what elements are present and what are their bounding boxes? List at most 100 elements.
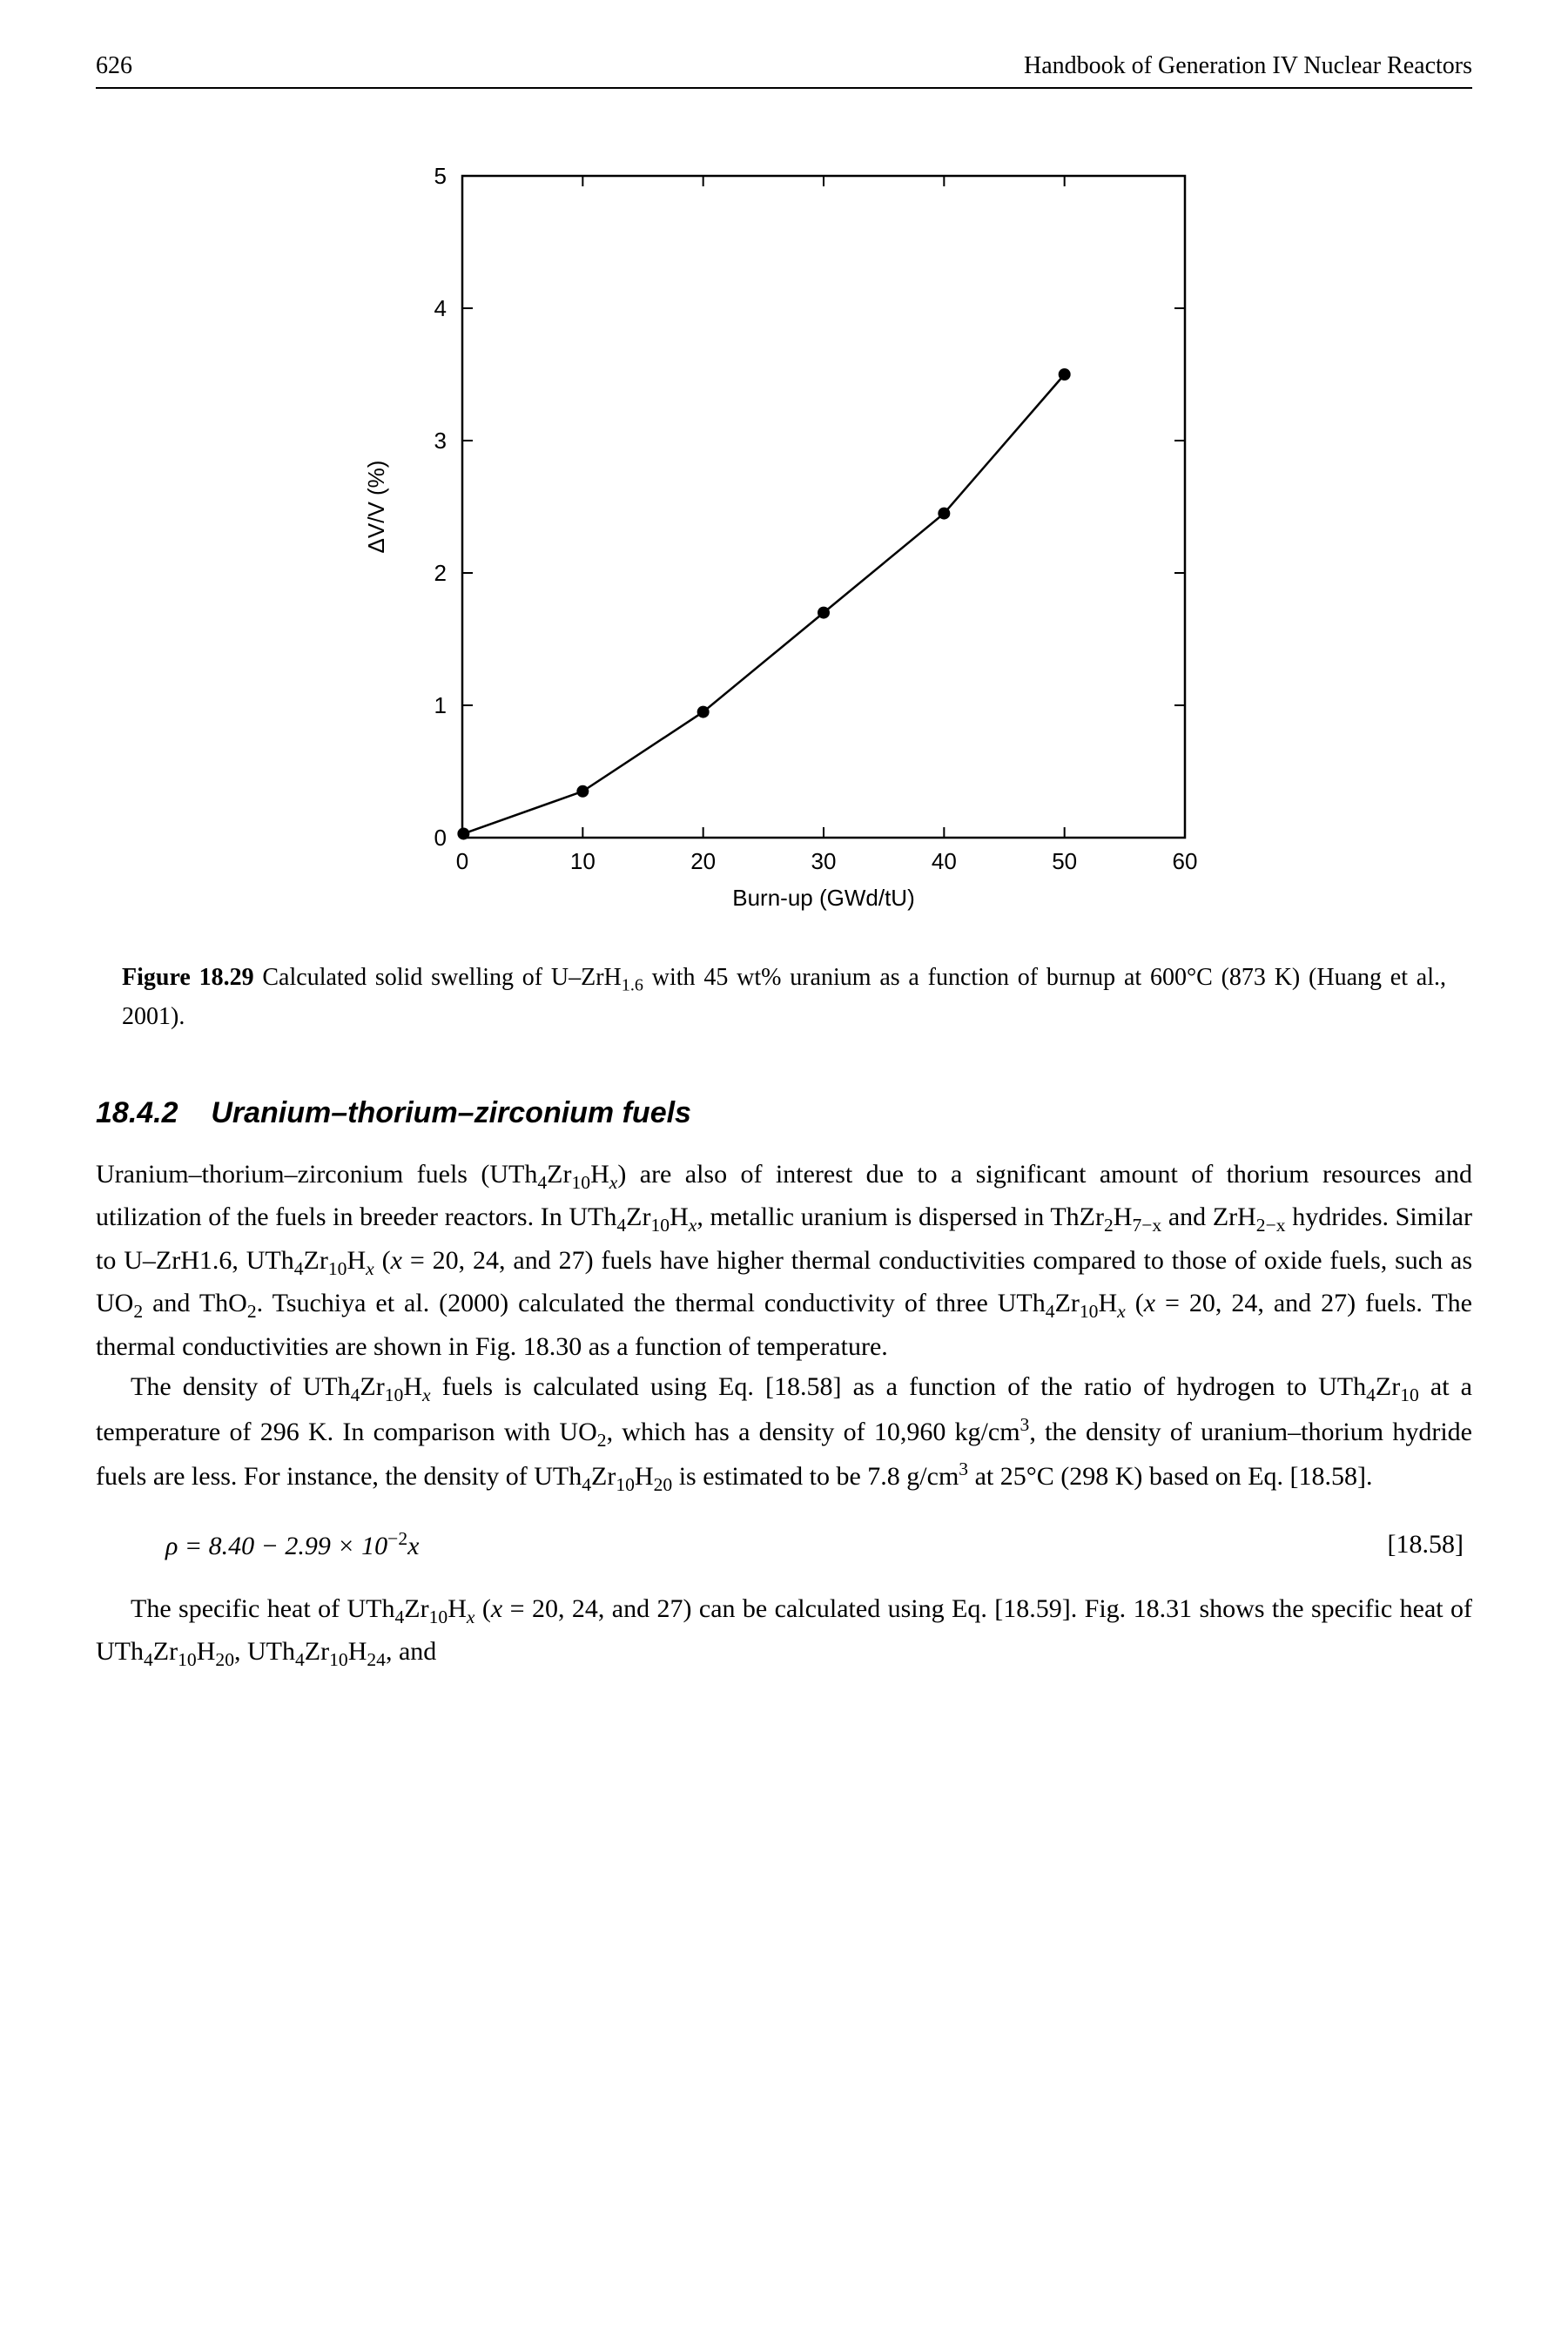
p1-s6: x (689, 1215, 697, 1236)
p1-s18: x (1117, 1301, 1126, 1322)
p1-t3: H (590, 1160, 609, 1189)
p1-t15: and ThO (143, 1289, 247, 1317)
p1-s16: 4 (1046, 1301, 1055, 1322)
p1-t16: . Tsuchiya et al. (2000) calculated the … (257, 1289, 1046, 1317)
p1-t2: Zr (547, 1160, 571, 1189)
svg-text:1: 1 (434, 692, 446, 718)
p3-t4: ( (474, 1594, 490, 1623)
p1-t5: Zr (626, 1202, 650, 1231)
svg-text:Burn-up (GWd/tU): Burn-up (GWd/tU) (732, 885, 915, 911)
p1-s10: 4 (294, 1258, 304, 1279)
p1-t19: ( (1126, 1289, 1144, 1317)
paragraph-2: The density of UTh4Zr10Hx fuels is calcu… (96, 1367, 1472, 1499)
paragraph-3: The specific heat of UTh4Zr10Hx (x = 20,… (96, 1589, 1472, 1675)
p1-s7: 2 (1104, 1215, 1114, 1236)
p3-s6: 10 (178, 1649, 197, 1670)
p1-t18: H (1098, 1289, 1117, 1317)
p3-s1: 4 (395, 1607, 405, 1627)
p1-t9: and ZrH (1161, 1202, 1256, 1231)
p2-s11: 3 (959, 1458, 968, 1479)
p1-s15: 2 (247, 1301, 257, 1322)
svg-text:10: 10 (569, 848, 595, 874)
p3-t3: H (448, 1594, 467, 1623)
figure-caption: Figure 18.29 Calculated solid swelling o… (122, 960, 1446, 1035)
swelling-chart-svg: 0102030405060012345Burn-up (GWd/tU)ΔV/V … (327, 141, 1242, 942)
p3-t8: , UTh (234, 1637, 295, 1666)
p3-t1: The specific heat of UTh (131, 1594, 395, 1623)
p3-s2: 10 (429, 1607, 448, 1627)
page-header: 626 Handbook of Generation IV Nuclear Re… (96, 52, 1472, 89)
p1-t17: Zr (1055, 1289, 1080, 1317)
svg-text:3: 3 (434, 428, 446, 454)
equation-label: [18.58] (1388, 1530, 1464, 1559)
section-heading: 18.4.2 Uranium–thorium–zirconium fuels (96, 1096, 1472, 1130)
equation-18-58: ρ = 8.40 − 2.99 × 10−2x [18.58] (165, 1528, 1472, 1561)
p1-s2: 10 (572, 1172, 591, 1193)
p1-t11: Zr (304, 1246, 328, 1275)
p3-t9: Zr (305, 1637, 329, 1666)
p1-t12: H (347, 1246, 366, 1275)
p1-s5: 10 (650, 1215, 670, 1236)
svg-text:ΔV/V (%): ΔV/V (%) (363, 461, 389, 554)
book-title: Handbook of Generation IV Nuclear Reacto… (1024, 52, 1472, 80)
p1-s17: 10 (1080, 1301, 1099, 1322)
p3-t11: , and (386, 1637, 436, 1666)
svg-text:20: 20 (690, 848, 716, 874)
paragraph-1: Uranium–thorium–zirconium fuels (UTh4Zr1… (96, 1155, 1472, 1367)
p1-s11: 10 (328, 1258, 347, 1279)
p2-s5: 10 (1400, 1384, 1419, 1405)
p2-s8: 4 (582, 1474, 591, 1495)
p1-s9: 2−x (1256, 1215, 1286, 1236)
p2-t11: is estimated to be 7.8 g/cm (672, 1462, 959, 1491)
section-number: 18.4.2 (96, 1096, 178, 1129)
figure-chart: 0102030405060012345Burn-up (GWd/tU)ΔV/V … (96, 141, 1472, 942)
p2-t7: , which has a density of 10,960 kg/cm (607, 1418, 1020, 1446)
svg-text:4: 4 (434, 295, 446, 321)
eq-lhs: ρ = 8.40 − 2.99 × 10 (165, 1532, 387, 1560)
p1-t7: , metallic uranium is dispersed in ThZr (697, 1202, 1104, 1231)
p2-s10: 20 (654, 1474, 673, 1495)
p1-s1: 4 (537, 1172, 547, 1193)
p1-s3: x (609, 1172, 618, 1193)
p1-s4: 4 (616, 1215, 626, 1236)
equation-body: ρ = 8.40 − 2.99 × 10−2x (165, 1528, 419, 1561)
p1-t6: H (670, 1202, 689, 1231)
p1-s14: 2 (133, 1301, 143, 1322)
p3-s5: 4 (144, 1649, 153, 1670)
p3-s10: 24 (367, 1649, 386, 1670)
p3-t2: Zr (404, 1594, 428, 1623)
svg-text:50: 50 (1052, 848, 1077, 874)
p1-x1: x (391, 1246, 402, 1275)
p2-s4: 4 (1366, 1384, 1376, 1405)
p2-t10: H (635, 1462, 654, 1491)
svg-text:5: 5 (434, 163, 446, 189)
p3-s8: 4 (295, 1649, 305, 1670)
p1-t8: H (1114, 1202, 1133, 1231)
section-title: Uranium–thorium–zirconium fuels (211, 1096, 691, 1129)
p1-t1: Uranium–thorium–zirconium fuels (UTh (96, 1160, 537, 1189)
p3-x: x (491, 1594, 502, 1623)
page-number: 626 (96, 52, 132, 80)
p2-t1: The density of UTh (131, 1372, 351, 1401)
p1-s8: 7−x (1132, 1215, 1161, 1236)
p2-t9: Zr (591, 1462, 616, 1491)
p2-s7: 3 (1020, 1414, 1030, 1435)
p3-s9: 10 (329, 1649, 348, 1670)
p2-s1: 4 (351, 1384, 360, 1405)
svg-text:40: 40 (931, 848, 956, 874)
p1-s12: x (366, 1258, 374, 1279)
eq-sup: −2 (387, 1528, 407, 1549)
p1-x2: x (1144, 1289, 1155, 1317)
p2-s3: x (422, 1384, 431, 1405)
p2-s2: 10 (385, 1384, 404, 1405)
svg-text:2: 2 (434, 560, 446, 586)
svg-text:0: 0 (455, 848, 468, 874)
p2-t4: fuels is calculated using Eq. [18.58] as… (431, 1372, 1367, 1401)
p3-s7: 20 (215, 1649, 234, 1670)
p2-s9: 10 (616, 1474, 635, 1495)
svg-text:0: 0 (434, 825, 446, 851)
svg-text:30: 30 (811, 848, 836, 874)
p3-t6: Zr (153, 1637, 178, 1666)
p2-t12: at 25°C (298 K) based on Eq. [18.58]. (968, 1462, 1372, 1491)
p1-t13: ( (374, 1246, 391, 1275)
